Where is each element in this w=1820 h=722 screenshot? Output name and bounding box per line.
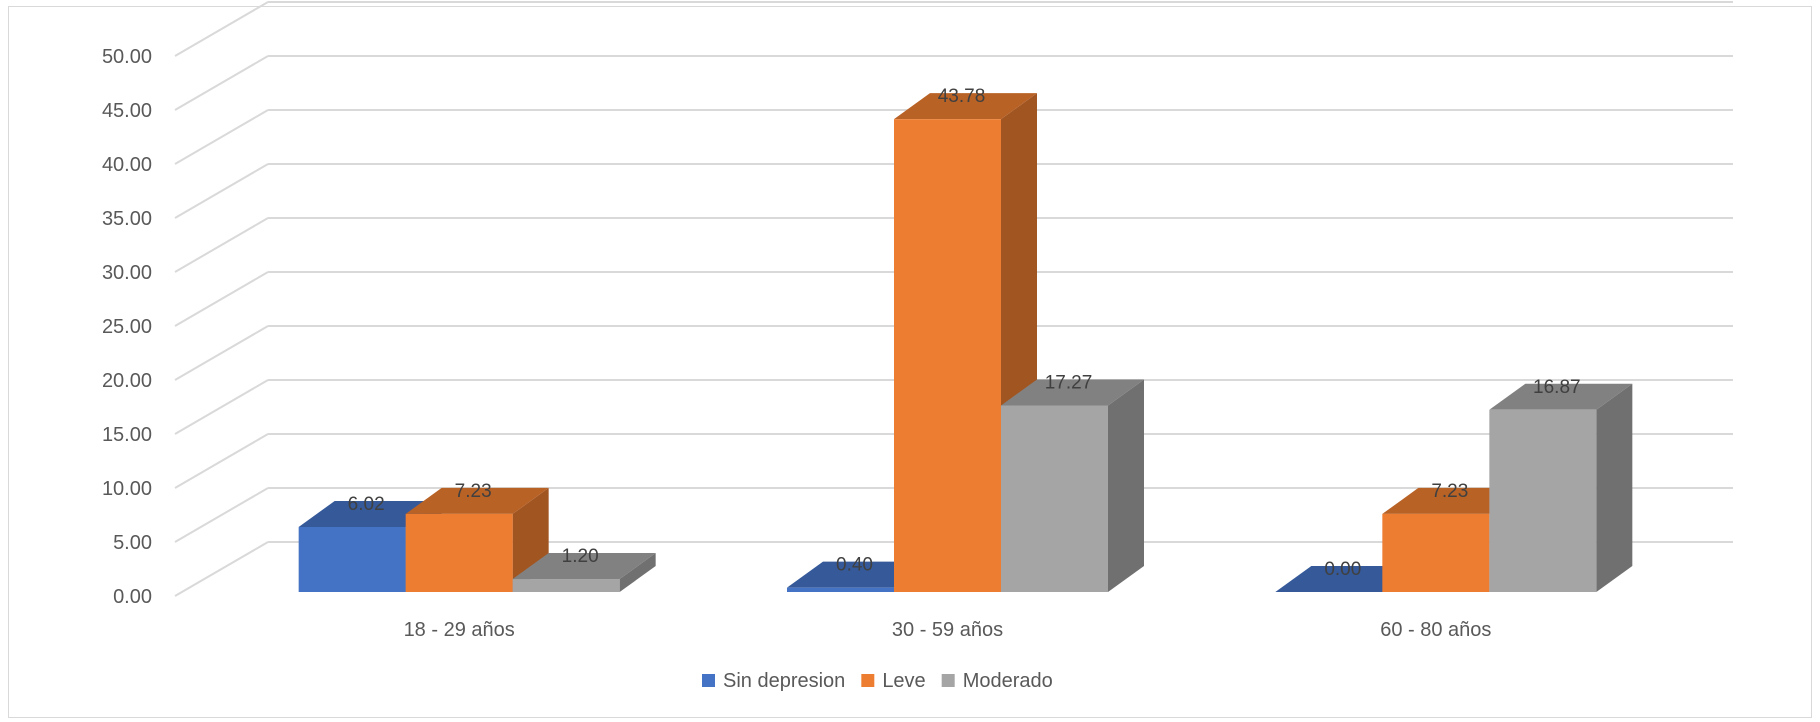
bar-front (894, 119, 1001, 593)
gridline-diagonal (174, 217, 269, 273)
legend: Sin depresion Leve Moderado (702, 670, 1053, 692)
bar-top (894, 93, 1037, 120)
gridline-diagonal (174, 109, 269, 165)
y-tick-label: 30.00 (102, 262, 152, 284)
legend-swatch (941, 674, 955, 687)
legend-swatch (702, 674, 715, 687)
data-label: 1.20 (562, 546, 599, 567)
gridline-diagonal (174, 325, 269, 381)
x-category-label: 30 - 59 años (892, 619, 1003, 641)
gridline-diagonal (174, 433, 269, 489)
y-tick-label: 35.00 (102, 208, 152, 230)
gridline-diagonal (174, 541, 269, 597)
gridline-diagonal (174, 271, 269, 327)
bar (1489, 383, 1633, 592)
gridline-diagonal (174, 379, 269, 435)
x-category-label: 18 - 29 años (404, 619, 515, 641)
y-axis-tick-labels: 0.00 5.00 10.00 15.00 20.00 25.00 30.00 35.00 40… (102, 46, 152, 608)
data-label: 17.27 (1045, 372, 1093, 393)
bar-side (619, 553, 656, 592)
y-tick-label: 25.00 (102, 316, 152, 338)
bar-front (405, 513, 513, 592)
y-tick-label: 50.00 (102, 46, 152, 68)
x-axis-category-labels: 18 - 29 años 30 - 59 años 60 - 80 años (404, 619, 1492, 641)
y-tick-label: 0.00 (113, 586, 152, 608)
data-label: 0.40 (836, 555, 873, 576)
y-tick-label: 45.00 (102, 100, 152, 122)
bars (298, 93, 1633, 593)
data-label: 0.00 (1324, 559, 1361, 580)
bar-front (1382, 513, 1490, 592)
x-category-label: 60 - 80 años (1380, 619, 1491, 641)
gridline-diagonal (174, 487, 269, 543)
data-label: 16.87 (1533, 377, 1581, 398)
bar (405, 487, 549, 592)
data-label: 6.02 (348, 494, 385, 515)
gridline-diagonal (174, 55, 269, 111)
bar-side (1108, 379, 1144, 592)
bar-top (1001, 379, 1144, 406)
legend-label: Sin depresion (723, 670, 845, 692)
data-label: 43.78 (938, 86, 986, 107)
bar (1001, 379, 1144, 592)
gridline-diagonal (174, 1, 269, 57)
bar-front (1489, 409, 1597, 592)
bar-top (512, 553, 656, 580)
y-tick-label: 15.00 (102, 424, 152, 446)
legend-label: Moderado (963, 670, 1053, 692)
bar-front (1001, 405, 1108, 592)
gridline-diagonal (174, 163, 269, 219)
legend-swatch (861, 674, 875, 687)
y-tick-label: 5.00 (113, 532, 152, 554)
bar-front (512, 579, 620, 592)
bar-front (787, 587, 894, 592)
data-label: 7.23 (1431, 481, 1468, 502)
bar (512, 553, 656, 592)
bar-side (1596, 383, 1633, 592)
data-label: 7.23 (455, 481, 492, 502)
y-tick-label: 40.00 (102, 154, 152, 176)
y-tick-label: 20.00 (102, 370, 152, 392)
bar-front (298, 526, 406, 592)
data-labels: 6.02 7.23 1.20 0.40 43.78 17.27 0.00 7.23 16.87 (348, 86, 1581, 580)
bar-top (405, 487, 549, 514)
y-tick-label: 10.00 (102, 478, 152, 500)
legend-label: Leve (882, 670, 925, 692)
bar-top (1489, 383, 1633, 410)
